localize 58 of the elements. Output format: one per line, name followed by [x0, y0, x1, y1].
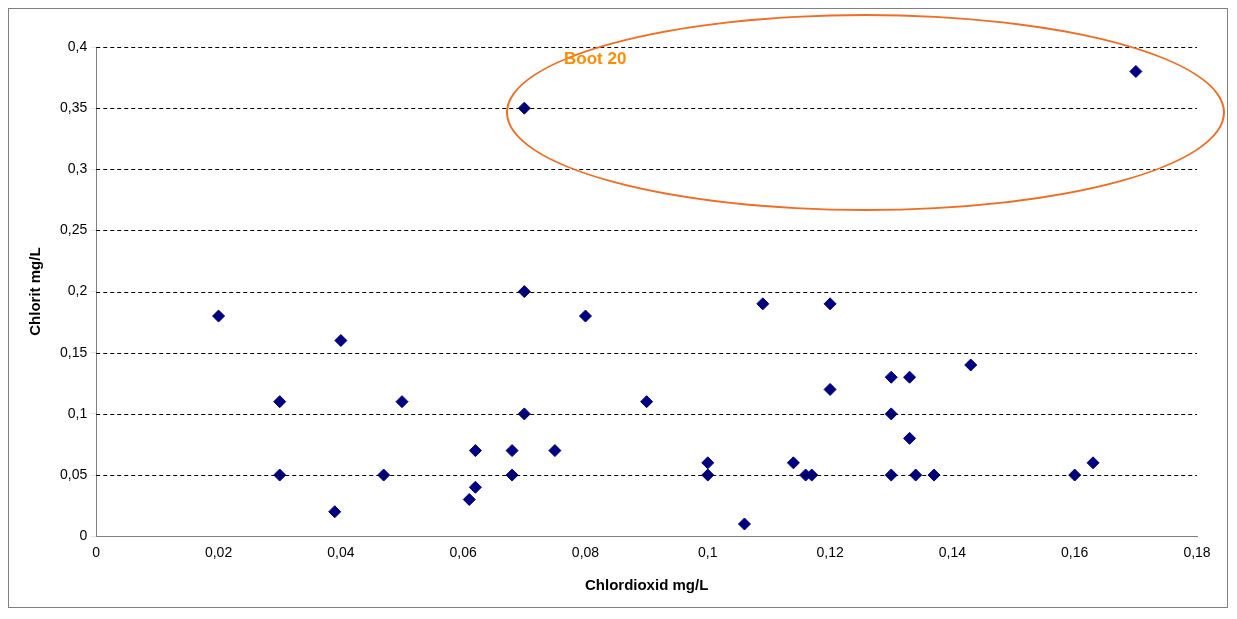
point — [548, 444, 562, 458]
point — [462, 493, 476, 507]
point — [505, 468, 519, 482]
point — [1068, 468, 1082, 482]
x-tick-label: 0 — [92, 544, 101, 561]
y-tick-label: 0,3 — [67, 160, 88, 177]
point — [273, 395, 287, 409]
point — [273, 468, 287, 482]
x-tick-label: 0,08 — [571, 544, 600, 561]
y-tick-label: 0,25 — [60, 221, 88, 238]
point — [927, 468, 941, 482]
x-tick-label: 0,04 — [327, 544, 355, 561]
y-axis-title: Chlorit mg/L — [26, 247, 44, 336]
point — [909, 468, 923, 482]
point — [884, 407, 898, 421]
point — [517, 285, 531, 299]
point — [212, 309, 226, 323]
x-tick-label: 0,1 — [698, 544, 718, 561]
point — [884, 370, 898, 384]
point — [823, 382, 837, 396]
y-tick-label: 0,1 — [67, 404, 88, 421]
y-tick-label: 0,4 — [67, 37, 88, 54]
y-tick-label: 0,2 — [67, 282, 88, 299]
x-tick-label: 0,14 — [938, 544, 967, 561]
point — [756, 297, 770, 311]
point — [884, 468, 898, 482]
point — [395, 395, 409, 409]
y-tick-label: 0,05 — [60, 465, 88, 482]
x-tick-label: 0,18 — [1183, 544, 1211, 561]
x-tick-label: 0,12 — [816, 544, 844, 561]
point — [701, 468, 715, 482]
y-tick-label: 0,15 — [60, 343, 88, 360]
x-tick-label: 0,16 — [1061, 544, 1089, 561]
point — [786, 456, 800, 470]
x-tick-label: 0,02 — [204, 544, 233, 561]
point — [578, 309, 592, 323]
y-tick-label: 0,35 — [60, 99, 88, 116]
point — [701, 456, 715, 470]
x-tick-label: 0,06 — [449, 544, 477, 561]
point — [517, 101, 531, 115]
point — [468, 480, 482, 494]
x-axis-title: Chlordioxid mg/L — [584, 576, 709, 594]
point — [1129, 64, 1143, 78]
point — [903, 370, 917, 384]
point — [505, 444, 519, 458]
point — [334, 334, 348, 348]
point — [517, 407, 531, 421]
point — [737, 517, 751, 531]
annotation: Boot 20 — [564, 49, 627, 70]
point — [903, 431, 917, 445]
point — [964, 358, 978, 372]
point — [468, 444, 482, 458]
point — [328, 505, 342, 519]
point — [377, 468, 391, 482]
point — [823, 297, 837, 311]
point — [1086, 456, 1100, 470]
point — [640, 395, 654, 409]
y-tick-label: 0 — [79, 527, 88, 544]
